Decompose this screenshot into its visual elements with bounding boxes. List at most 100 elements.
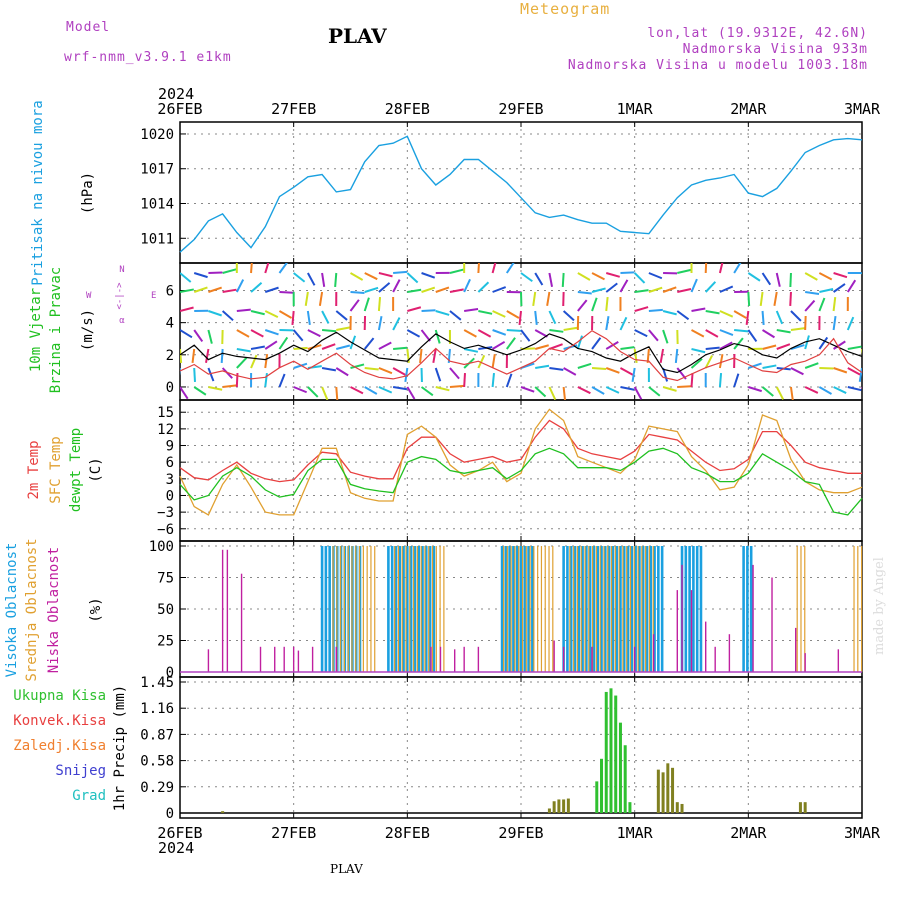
wind-barb [421, 309, 436, 312]
wind-barb [463, 372, 466, 388]
y-tick-label: −3 [157, 505, 174, 521]
wind-barb [676, 310, 690, 321]
wind-barb [775, 310, 784, 325]
compass-alpha: α [119, 316, 125, 326]
wind-barb [705, 346, 720, 350]
wind-barb [619, 367, 634, 376]
wind-barb [222, 268, 237, 274]
wind-barb [733, 373, 740, 388]
wind-barb [208, 386, 223, 391]
wind-barb [818, 297, 826, 312]
wind-barb [378, 386, 393, 394]
wind-barb [222, 288, 237, 293]
wind-barb [833, 272, 848, 279]
wind-barb [350, 386, 364, 395]
wind-barb [577, 386, 591, 395]
wind-barb [492, 310, 506, 318]
wind-barb [662, 286, 677, 293]
precip-bar [221, 811, 225, 813]
wind-barb [789, 291, 792, 307]
wind-barb [561, 272, 565, 288]
wind-barb [321, 367, 337, 372]
wind-barb [520, 272, 533, 283]
wind-barb [477, 329, 492, 338]
wind-barb [562, 386, 567, 400]
wind-unit-label: (m/s) [80, 309, 96, 351]
precip-bar [680, 803, 684, 813]
wind-barb [421, 286, 436, 293]
wind-barb [819, 288, 834, 293]
footer-station: PLAV [330, 862, 363, 876]
wind-barb [378, 341, 392, 350]
wind-barb [605, 296, 609, 312]
precip-bar [628, 802, 632, 813]
wind-barb [293, 272, 306, 283]
x-tick-label-bottom: 1MAR [617, 824, 654, 842]
wind-barb [250, 354, 258, 369]
wind-barb [659, 348, 665, 363]
temp-line-1 [179, 408, 863, 516]
wind-barb [761, 272, 772, 286]
temp-line-2 [179, 447, 863, 516]
wind-barb [250, 281, 263, 293]
y-tick-label: 15 [157, 405, 174, 421]
wind-barb [264, 329, 279, 336]
wind-barb [335, 386, 339, 400]
wind-barb [449, 288, 464, 293]
wind-barb [208, 271, 223, 274]
precip-bar [595, 781, 599, 813]
wind-barb [719, 310, 734, 318]
wind-barb [548, 272, 553, 287]
wind-barb [378, 282, 391, 293]
wind-barb [477, 263, 480, 274]
wind-barb [535, 364, 550, 369]
wind-barb [619, 279, 629, 293]
wind-barb [790, 310, 802, 322]
precip-bar [547, 808, 551, 813]
wind-barb [364, 286, 379, 293]
wind-barb [222, 384, 237, 388]
temp2m-axis-title: 2m Temp [26, 440, 42, 499]
precip-bar [604, 691, 608, 813]
wind-barb [773, 291, 778, 306]
wind-barb [350, 363, 365, 369]
y-tick-label: 100 [149, 539, 174, 555]
wind-barb [293, 386, 308, 394]
wind-axis-subtitle: Brzina i Pravac [48, 267, 64, 393]
wind-barb [633, 386, 643, 400]
wind-barb [691, 348, 706, 354]
wind-barb [546, 291, 551, 306]
wind-barb [306, 310, 311, 326]
wind-barb [534, 329, 548, 338]
precip-bar [552, 801, 556, 813]
wind-barb [307, 329, 321, 338]
wind-barb [745, 310, 750, 326]
x-tick-label-top: 29FEB [498, 100, 543, 118]
y-tick-label: 2 [166, 348, 174, 364]
wind-barb [762, 329, 775, 339]
wind-barb [278, 373, 286, 388]
elevation-label: Nadmorska Visina 933m [682, 42, 868, 57]
wind-barb [363, 337, 375, 350]
wind-barb [591, 367, 607, 370]
wind-barb [404, 367, 409, 382]
wind-barb [207, 329, 213, 344]
wind-barb [718, 372, 723, 388]
wind-barb [605, 272, 620, 278]
wind-barb [278, 263, 288, 274]
wind-barb [719, 285, 734, 293]
page-subtitle: Meteogram [520, 0, 611, 18]
precip-legend-1: Konvek.Kisa [13, 713, 106, 729]
precip-legend-2: Zaledj.Kisa [13, 738, 106, 754]
wind-barb [775, 386, 785, 400]
wind-barb [406, 386, 416, 400]
wind-barb [435, 286, 450, 293]
wind-barb [648, 272, 663, 280]
wind-barb [577, 272, 591, 281]
wind-barb [648, 286, 663, 293]
wind-barb [449, 367, 460, 380]
wind-barb [279, 291, 294, 294]
wind-barb [236, 329, 250, 338]
wind-barb [833, 367, 848, 374]
